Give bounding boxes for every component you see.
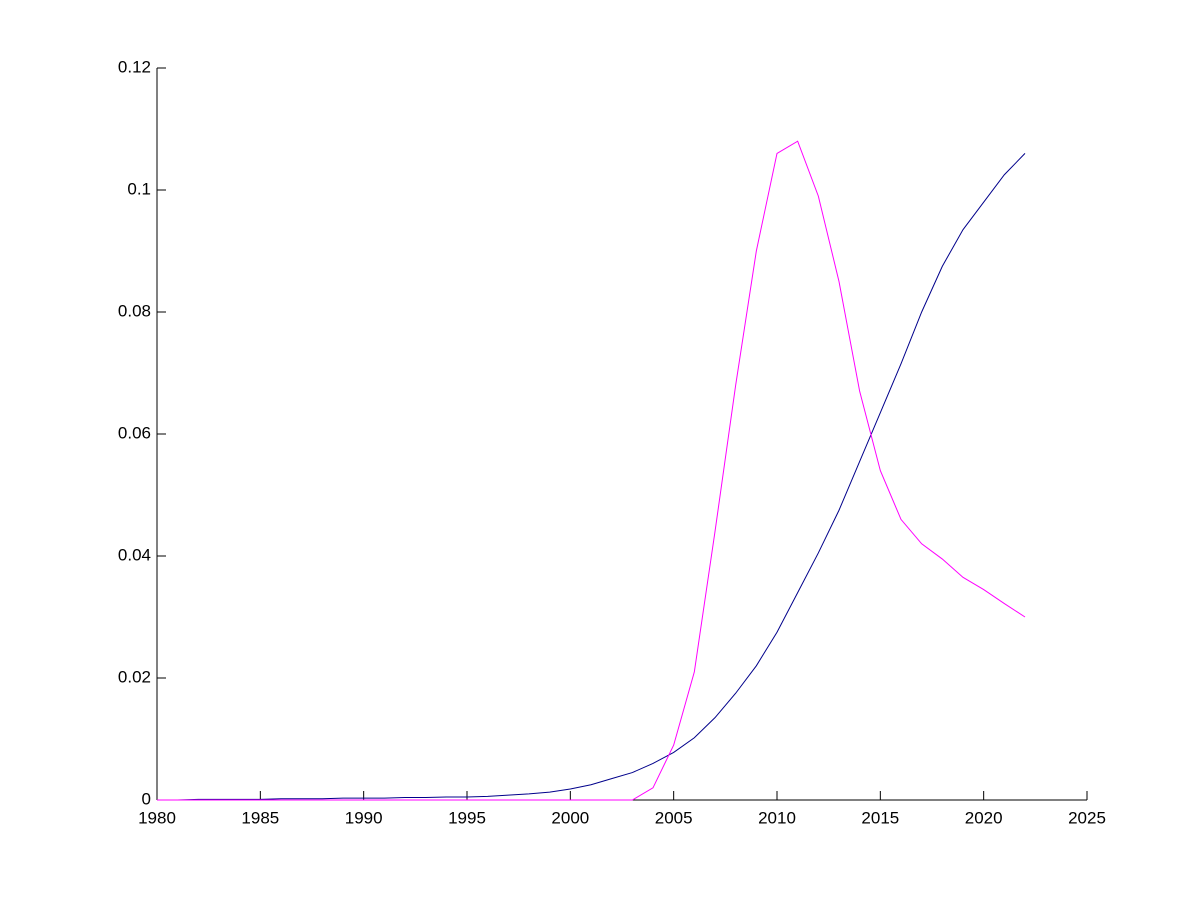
y-tick-label: 0.06 [118, 423, 151, 442]
y-tick-label: 0.04 [118, 545, 151, 564]
y-tick-label: 0.12 [118, 57, 151, 76]
x-tick-label: 2025 [1068, 808, 1106, 827]
x-tick-label: 2005 [655, 808, 693, 827]
y-tick-label: 0.08 [118, 301, 151, 320]
x-tick-label: 2015 [861, 808, 899, 827]
series-line [157, 153, 1026, 801]
x-tick-label: 2020 [965, 808, 1003, 827]
x-tick-label: 1995 [448, 808, 486, 827]
x-tick-label: 1980 [138, 808, 176, 827]
x-tick-label: 2000 [551, 808, 589, 827]
y-tick-label: 0 [142, 789, 151, 808]
x-tick-label: 2010 [758, 808, 796, 827]
y-tick-label: 0.1 [127, 179, 151, 198]
x-tick-label: 1985 [241, 808, 279, 827]
y-tick-label: 0.02 [118, 667, 151, 686]
series-line [157, 140, 1026, 801]
x-tick-label: 1990 [345, 808, 383, 827]
